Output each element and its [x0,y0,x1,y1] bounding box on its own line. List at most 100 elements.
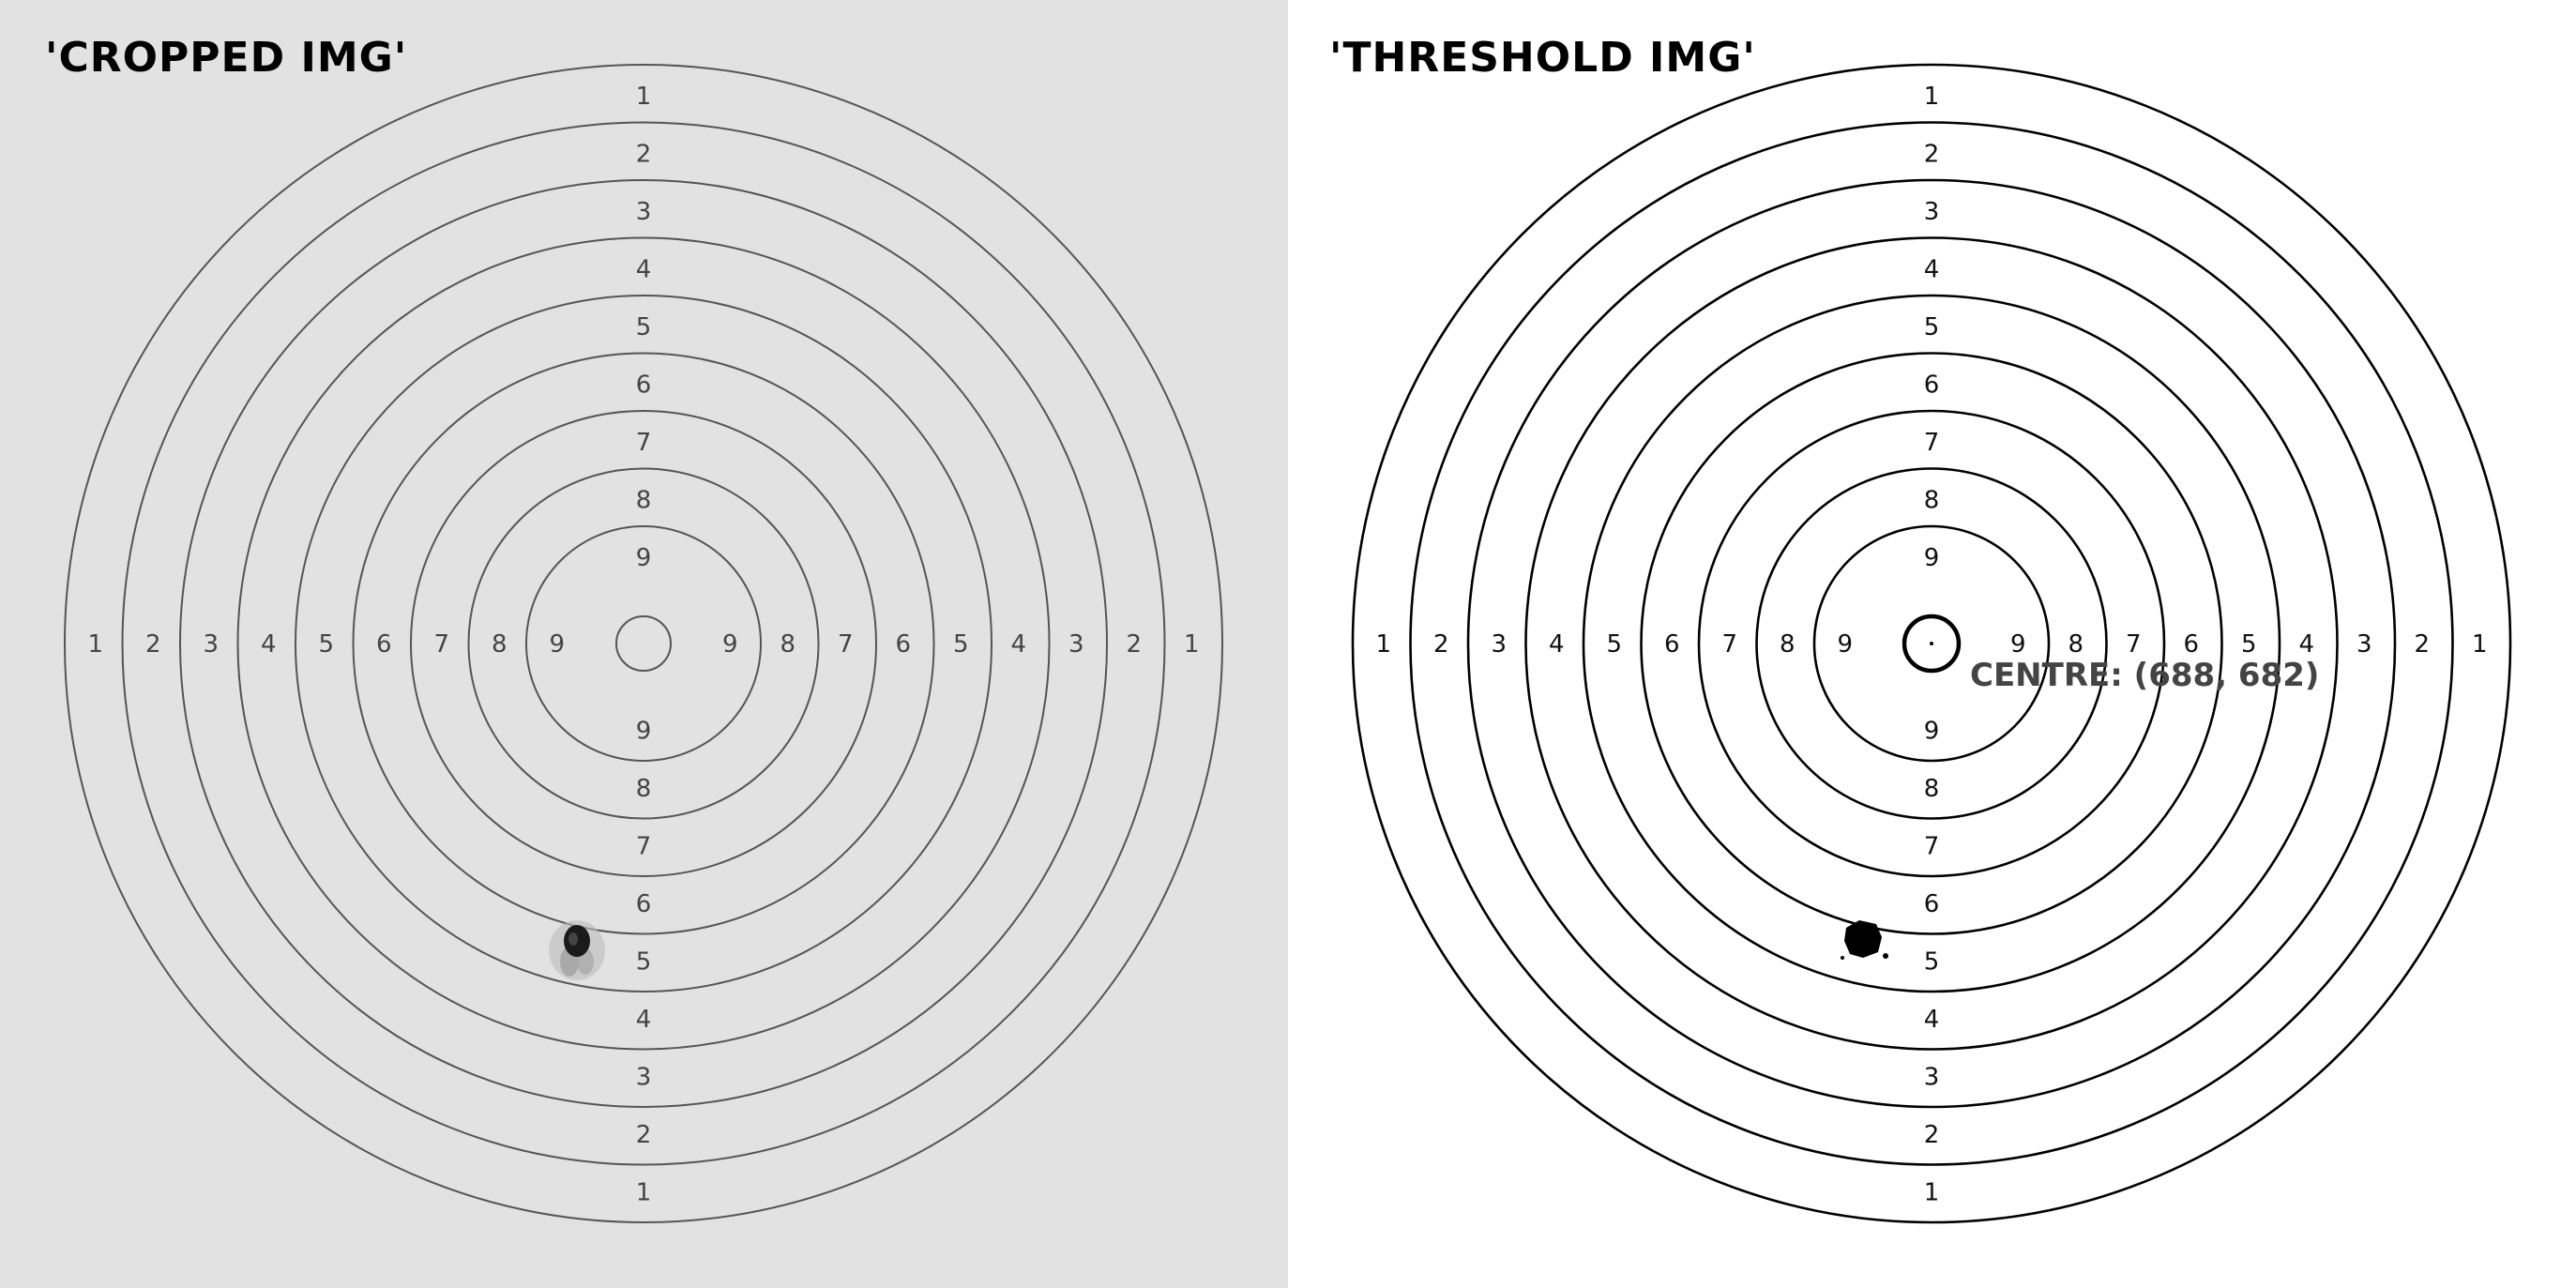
ring-label-top-2: 2 [1924,140,1940,168]
ring-label-top-3: 3 [1924,198,1940,226]
ring-4 [236,236,1051,1051]
ring-label-top-9: 9 [636,544,652,572]
ring-label-left-3: 3 [203,630,219,659]
ring-7 [1697,409,2166,878]
ring-label-left-2: 2 [145,630,161,659]
ring-label-left-6: 6 [1664,630,1680,659]
bullseye-ring [1902,614,1962,674]
ring-label-left-9: 9 [549,630,565,659]
ring-label-bottom-5: 5 [636,947,652,976]
ring-label-left-7: 7 [1721,630,1737,659]
target-threshold: 1 1 1 1 2 2 2 2 3 3 3 3 4 4 4 4 5 5 5 5 6 6 6 6 7 7 7 7 8 8 8 8 9 9 9 9 [1351,63,2512,1224]
ring-label-right-7: 7 [2126,630,2142,659]
ring-label-bottom-9: 9 [636,717,652,745]
ring-5 [1582,294,2281,993]
ring-label-right-1: 1 [1184,630,1200,659]
ring-7 [410,410,877,877]
ring-8 [467,467,820,820]
centre-dot [1930,642,1933,645]
ring-label-bottom-4: 4 [636,1006,652,1034]
ring-label-left-4: 4 [261,630,277,659]
ring-label-top-7: 7 [1924,429,1940,457]
ring-3 [1466,178,2397,1109]
ring-label-right-8: 8 [780,630,796,659]
ring-label-top-4: 4 [1924,255,1940,283]
ring-2 [121,121,1166,1166]
ring-label-bottom-4: 4 [1924,1006,1940,1034]
ring-label-right-4: 4 [2298,630,2314,659]
ring-label-right-6: 6 [895,630,911,659]
ring-label-right-2: 2 [2414,630,2430,659]
ring-label-left-6: 6 [376,630,392,659]
ring-label-top-1: 1 [636,83,652,111]
centre-coordinate-label: CENTRE: (688, 682) [1970,657,2320,694]
ring-2 [1409,121,2454,1166]
ring-label-right-1: 1 [2472,630,2488,659]
ring-label-top-1: 1 [1924,83,1940,111]
ring-label-bottom-2: 2 [1924,1121,1940,1149]
ring-6 [1640,352,2223,935]
ring-1 [1351,63,2512,1224]
ring-label-left-9: 9 [1837,630,1853,659]
ring-3 [179,179,1108,1108]
ring-6 [352,352,935,935]
ring-label-left-4: 4 [1549,630,1565,659]
ring-label-left-1: 1 [1375,630,1391,659]
ring-label-bottom-5: 5 [1924,947,1940,976]
ring-label-left-5: 5 [1606,630,1622,659]
ring-label-right-9: 9 [2010,630,2026,659]
shot-hole [549,920,605,980]
ring-label-top-8: 8 [1924,486,1940,514]
ring-label-bottom-7: 7 [636,832,652,860]
ring-label-right-3: 3 [2356,630,2372,659]
ring-4 [1524,236,2339,1051]
ring-label-right-7: 7 [838,630,854,659]
ring-label-top-5: 5 [1924,313,1940,341]
ring-label-top-3: 3 [636,198,652,226]
ring-1 [64,64,1223,1223]
ring-label-left-1: 1 [87,630,103,659]
ring-label-top-6: 6 [636,371,652,399]
ring-label-bottom-7: 7 [1924,832,1940,860]
ring-label-top-4: 4 [636,255,652,283]
ring-label-top-2: 2 [636,140,652,168]
target-cropped: 1 1 1 1 2 2 2 2 3 3 3 3 4 4 4 4 5 5 5 5 6 6 6 6 7 7 7 7 8 8 8 8 9 9 9 9 [64,64,1223,1223]
ring-label-top-9: 9 [1924,544,1940,572]
ring-label-right-5: 5 [953,630,969,659]
ring-label-left-8: 8 [1780,630,1796,659]
ring-8 [1755,467,2108,820]
ring-label-bottom-8: 8 [636,775,652,803]
ring-label-bottom-6: 6 [636,890,652,918]
bullseye-ring [615,615,672,672]
ring-label-top-6: 6 [1924,371,1940,399]
ring-label-top-8: 8 [636,486,652,514]
ring-label-bottom-9: 9 [1924,717,1940,745]
panel-title-threshold: 'THRESHOLD IMG' [1329,34,1756,82]
ring-label-right-2: 2 [1126,630,1142,659]
ring-label-bottom-1: 1 [1924,1178,1940,1206]
ring-label-right-3: 3 [1068,630,1084,659]
ring-label-bottom-6: 6 [1924,890,1940,918]
ring-label-left-2: 2 [1433,630,1449,659]
ring-label-bottom-1: 1 [636,1178,652,1206]
ring-label-bottom-3: 3 [1924,1063,1940,1091]
ring-label-right-8: 8 [2068,630,2084,659]
cropped-image-panel: 1 1 1 1 2 2 2 2 3 3 3 3 4 4 4 4 5 5 5 5 6 6 6 6 7 7 7 7 8 8 8 8 9 9 9 9 'CR… [0,0,1288,1288]
ring-label-left-3: 3 [1491,630,1507,659]
ring-label-right-6: 6 [2183,630,2199,659]
ring-label-bottom-8: 8 [1924,775,1940,803]
ring-label-right-4: 4 [1010,630,1026,659]
ring-label-right-9: 9 [722,630,738,659]
panel-title-cropped: 'CROPPED IMG' [45,34,408,82]
ring-label-left-7: 7 [433,630,449,659]
ring-9 [1812,524,2051,763]
ring-label-right-5: 5 [2241,630,2257,659]
shot-hole [1841,920,1888,960]
ring-5 [295,295,993,993]
ring-label-left-8: 8 [492,630,508,659]
ring-label-left-5: 5 [318,630,334,659]
ring-9 [525,525,762,762]
ring-label-bottom-3: 3 [636,1063,652,1091]
ring-label-top-7: 7 [636,429,652,457]
threshold-image-panel: 1 1 1 1 2 2 2 2 3 3 3 3 4 4 4 4 5 5 5 5 6 6 6 6 7 7 7 7 8 8 8 8 9 9 9 9 'TH… [1288,0,2576,1288]
